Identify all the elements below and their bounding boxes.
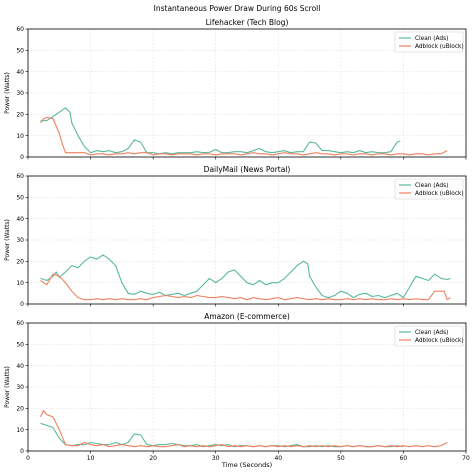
legend-box (394, 325, 464, 347)
x-tick-label: 70 (462, 455, 470, 462)
y-tick-label: 60 (16, 320, 24, 327)
x-axis-label: Time (Seconds) (221, 461, 272, 469)
y-axis-label: Power (Watts) (4, 72, 11, 114)
x-tick-label: 20 (149, 455, 157, 462)
y-tick-label: 20 (16, 259, 24, 266)
y-tick-label: 50 (16, 195, 24, 202)
panel-1: Lifehacker (Tech Blog) 0 10 20 30 40 50 60 Power… (4, 18, 467, 161)
legend-label: Adblock (uBlock) (415, 44, 464, 50)
y-tick-label: 30 (16, 384, 24, 391)
x-tick-label: 40 (274, 455, 282, 462)
y-tick-label: 60 (16, 173, 24, 180)
y-axis-label: Power (Watts) (4, 219, 11, 261)
y-tick-label: 40 (16, 216, 24, 223)
legend-label: Adblock (uBlock) (415, 191, 464, 197)
series-line (40, 422, 404, 448)
y-tick-label: 40 (16, 69, 24, 76)
legend-box (394, 31, 464, 53)
x-tick-label: 50 (337, 455, 345, 462)
legend-label: Clean (Ads) (415, 183, 448, 189)
y-tick-label: 50 (16, 48, 24, 55)
series-line (40, 254, 451, 299)
plot-frame (27, 322, 467, 452)
y-tick-label: 10 (16, 427, 24, 434)
y-tick-label: 0 (20, 154, 24, 161)
legend: Clean (Ads) Adblock (uBlock) (394, 325, 464, 347)
x-tick-label: 30 (212, 455, 220, 462)
y-tick-label: 0 (20, 301, 24, 308)
y-axis-label: Power (Watts) (4, 366, 11, 408)
panel-title: Lifehacker (Tech Blog) (206, 18, 289, 27)
y-tick-label: 10 (16, 280, 24, 287)
plot-frame (27, 175, 467, 305)
legend-label: Adblock (uBlock) (415, 338, 464, 344)
y-tick-label: 30 (16, 90, 24, 97)
y-tick-label: 10 (16, 133, 24, 140)
y-tick-label: 20 (16, 406, 24, 413)
y-tick-label: 30 (16, 237, 24, 244)
plot-frame (27, 28, 467, 158)
legend-label: Clean (Ads) (415, 330, 448, 336)
y-tick-label: 50 (16, 342, 24, 349)
figure-title: Instantaneous Power Draw During 60s Scro… (154, 4, 321, 13)
x-tick-label: 0 (26, 455, 30, 462)
series-line (40, 107, 401, 155)
series-line (40, 116, 448, 156)
y-tick-label: 0 (20, 448, 24, 455)
panel-3: Amazon (E-commerce) 0 10 20 30 40 50 60 0 10 20 30 4… (4, 312, 470, 462)
series-line (40, 273, 451, 301)
x-tick-label: 60 (400, 455, 408, 462)
legend: Clean (Ads) Adblock (uBlock) (394, 178, 464, 200)
series-line (40, 409, 448, 448)
legend: Clean (Ads) Adblock (uBlock) (394, 31, 464, 53)
panel-title: DailyMail (News Portal) (204, 165, 291, 174)
legend-box (394, 178, 464, 200)
y-tick-label: 20 (16, 112, 24, 119)
panel-title: Amazon (E-commerce) (204, 312, 290, 321)
y-tick-label: 40 (16, 363, 24, 370)
legend-label: Clean (Ads) (415, 36, 448, 42)
x-tick-label: 10 (87, 455, 95, 462)
y-tick-label: 60 (16, 26, 24, 33)
panel-2: DailyMail (News Portal) 0 10 20 30 40 50 60 Powe… (4, 165, 467, 308)
